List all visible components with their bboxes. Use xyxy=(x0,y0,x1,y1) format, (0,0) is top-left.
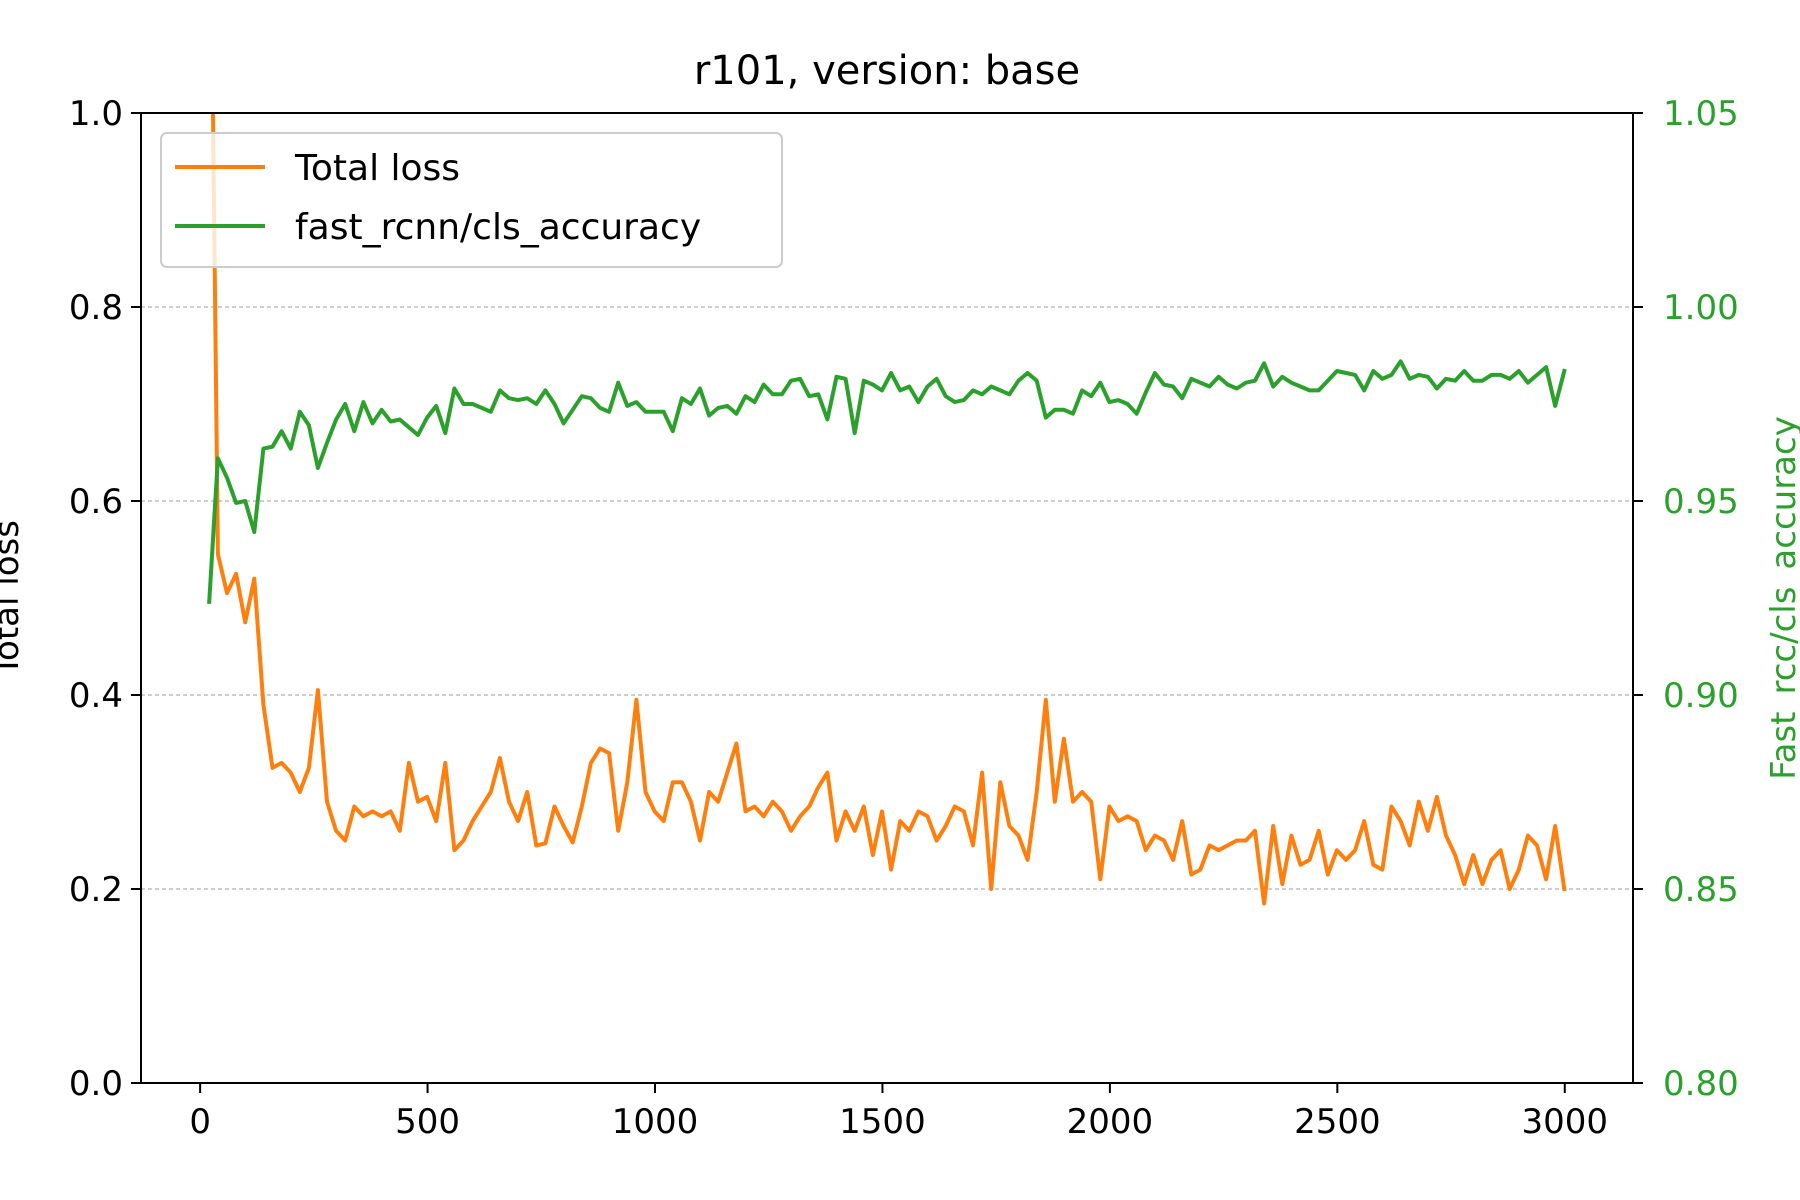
x-tick-label: 1500 xyxy=(839,1102,926,1142)
x-tick-label: 3000 xyxy=(1522,1102,1609,1142)
left-tick-label: 0.8 xyxy=(69,288,123,328)
legend-label-cls-accuracy: fast_rcnn/cls_accuracy xyxy=(295,207,701,248)
gridlines xyxy=(141,306,1633,890)
x-tick-label: 2000 xyxy=(1067,1102,1154,1142)
left-tick-label: 0.0 xyxy=(69,1064,123,1104)
x-tick-label: 500 xyxy=(395,1102,460,1142)
left-tick-label: 0.4 xyxy=(69,676,123,716)
right-tick-label: 0.85 xyxy=(1663,870,1739,910)
left-y-axis: 0.0 0.2 0.4 0.6 0.8 1.0 xyxy=(69,94,141,1104)
chart-title: r101, version: base xyxy=(694,48,1080,94)
x-tick-label: 2500 xyxy=(1294,1102,1381,1142)
right-tick-label: 0.90 xyxy=(1663,676,1739,716)
left-tick-label: 0.2 xyxy=(69,870,123,910)
plot-frame xyxy=(140,112,1634,1084)
right-tick-label: 1.00 xyxy=(1663,288,1739,328)
right-y-axis: 0.80 0.85 0.90 0.95 1.00 1.05 xyxy=(1633,94,1739,1104)
x-tick-label: 0 xyxy=(189,1102,211,1142)
right-tick-label: 0.95 xyxy=(1663,482,1739,522)
x-axis: 0 500 1000 1500 2000 2500 3000 xyxy=(189,1083,1608,1142)
legend-box xyxy=(160,132,783,268)
left-axis-label: Total loss xyxy=(0,520,27,677)
right-tick-label: 0.80 xyxy=(1663,1064,1739,1104)
series-group xyxy=(207,113,1567,906)
right-tick-label: 1.05 xyxy=(1663,94,1739,134)
series-line-cls-accuracy xyxy=(207,359,1567,605)
left-tick-label: 0.6 xyxy=(69,482,123,522)
left-tick-label: 1.0 xyxy=(69,94,123,134)
legend: Total loss fast_rcnn/cls_accuracy xyxy=(160,132,783,268)
right-axis-label: Fast_rcc/cls_accuracy xyxy=(1764,416,1800,780)
x-tick-label: 1000 xyxy=(612,1102,699,1142)
legend-label-total-loss: Total loss xyxy=(294,148,460,189)
series-line-total-loss xyxy=(210,113,1567,906)
